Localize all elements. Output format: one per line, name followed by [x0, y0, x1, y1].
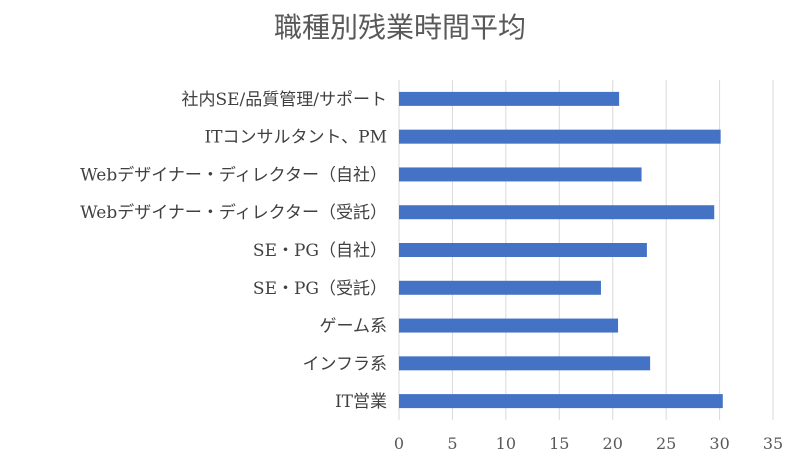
bar	[399, 91, 620, 106]
category-label: IT営業	[335, 392, 387, 412]
x-tick-label: 25	[656, 434, 676, 453]
x-tick-label: 30	[709, 434, 729, 453]
x-tick-label: 5	[447, 434, 457, 453]
x-tick-label: 10	[496, 434, 516, 453]
bars	[399, 91, 723, 409]
chart-title: 職種別残業時間平均	[274, 11, 526, 44]
category-label: インフラ系	[303, 354, 388, 374]
category-label: 社内SE/品質管理/サポート	[181, 90, 387, 110]
x-tick-label: 0	[394, 434, 404, 453]
x-tick-label: 20	[603, 434, 623, 453]
bar	[399, 167, 642, 182]
bar	[399, 318, 619, 333]
bar	[399, 205, 715, 220]
bar	[399, 356, 651, 371]
bar	[399, 243, 647, 257]
category-label: ITコンサルタント、PM	[204, 128, 387, 148]
x-tick-labels: 0 5 10 15 20 25 30 35	[394, 434, 783, 453]
category-label: Webデザイナー・ディレクター（受託）	[80, 202, 387, 223]
category-label: ゲーム系	[320, 317, 388, 337]
x-tick-label: 35	[763, 434, 783, 453]
category-label: SE・PG（自社）	[253, 241, 387, 261]
category-label: SE・PG（受託）	[253, 279, 387, 299]
category-label: Webデザイナー・ディレクター（自社）	[80, 164, 387, 185]
bar	[399, 394, 723, 409]
category-labels: 社内SE/品質管理/サポート ITコンサルタント、PM Webデザイナー・ディレクタ…	[80, 90, 387, 412]
bar	[399, 280, 601, 295]
bar	[399, 129, 721, 144]
x-tick-label: 15	[549, 434, 569, 453]
